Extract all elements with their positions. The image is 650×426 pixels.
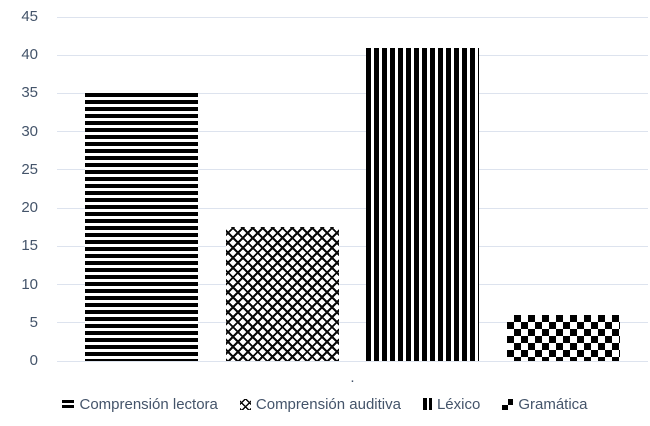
legend-item: Gramática — [502, 395, 588, 413]
gridline — [57, 207, 648, 209]
y-tick-label: 25 — [21, 160, 38, 178]
bar-checkerboard — [507, 315, 621, 361]
y-tick-label: 30 — [21, 122, 38, 140]
gridline — [57, 131, 648, 133]
gridline — [57, 16, 648, 18]
gridline — [57, 54, 648, 56]
legend-label: Gramática — [518, 395, 588, 413]
plot-area — [57, 16, 648, 362]
legend-item: Comprensión lectora — [62, 395, 218, 413]
y-tick-label: 0 — [29, 352, 38, 369]
bar-diagonal-crosshatch — [225, 227, 339, 361]
gridline — [57, 360, 648, 362]
legend-label: Comprensión lectora — [79, 395, 218, 413]
vertical-stripes-swatch-icon — [422, 398, 432, 410]
legend-item: Comprensión auditiva — [239, 395, 401, 413]
checkerboard-swatch-icon — [502, 398, 514, 410]
bar-horizontal-stripes — [84, 93, 198, 361]
legend-label: Comprensión auditiva — [255, 395, 401, 413]
y-tick-label: 5 — [29, 313, 38, 331]
y-tick-label: 40 — [21, 46, 38, 64]
legend-label: Léxico — [436, 395, 481, 413]
y-tick-label: 10 — [21, 275, 38, 293]
gridline — [57, 92, 648, 94]
gridline — [57, 169, 648, 171]
bar-vertical-stripes — [366, 47, 480, 361]
gridline — [57, 322, 648, 324]
x-axis-category-label: . — [350, 369, 355, 386]
y-tick-label: 45 — [21, 8, 38, 25]
gridline — [57, 284, 648, 286]
gridline — [57, 245, 648, 247]
legend: Comprensión lectora Comprensión auditiva L… — [0, 392, 650, 416]
y-axis: 0 5 10 15 20 25 30 35 40 45 — [0, 8, 40, 369]
y-tick-label: 35 — [21, 84, 38, 102]
diagonal-crosshatch-swatch-icon — [239, 398, 251, 410]
legend-item: Léxico — [422, 395, 481, 413]
y-tick-label: 20 — [21, 199, 38, 217]
horizontal-stripes-swatch-icon — [62, 400, 75, 408]
bars — [57, 17, 648, 361]
y-tick-label: 15 — [21, 237, 38, 255]
